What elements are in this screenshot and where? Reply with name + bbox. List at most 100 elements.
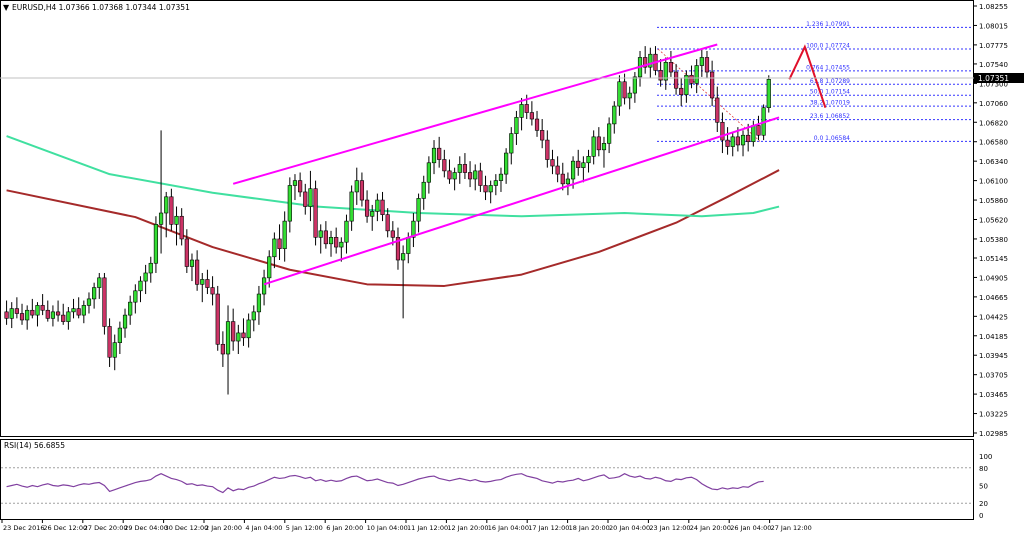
bull-candle (122, 314, 128, 329)
bear-candle (442, 159, 447, 172)
fib-level-label: 23.6 1.06852 (810, 113, 850, 120)
bear-candle (241, 332, 246, 339)
bear-candle (30, 309, 35, 316)
price-tick-label: 1.06100 (979, 178, 1008, 186)
price-tick-label: 1.05860 (979, 197, 1008, 205)
bull-candle (740, 134, 746, 146)
bull-candle (251, 311, 256, 321)
bull-candle (112, 342, 117, 358)
bull-candle (663, 62, 668, 81)
bull-candle (148, 262, 153, 274)
bull-candle (308, 188, 313, 207)
fibonacci-levels: 1.236 1.07991 100.0 1.07724 0.764 1.07455 6… (657, 21, 972, 142)
time-tick-label: 29 Dec 04:00 (124, 524, 168, 532)
time-tick-label: 27 Jan 12:00 (771, 524, 812, 532)
bull-candle (128, 301, 133, 316)
bull-candle (246, 319, 251, 339)
time-tick-label: 17 Jan 12:00 (528, 524, 569, 532)
bear-candle (622, 81, 627, 99)
bull-candle (272, 238, 277, 258)
bear-candle (205, 279, 210, 288)
price-tick-label: 1.07540 (979, 61, 1008, 69)
bear-candle (102, 277, 107, 327)
last-price-label: 1.07351 (978, 74, 1009, 83)
bear-candle (437, 147, 442, 160)
time-tick-label: 10 Jan 04:00 (367, 524, 408, 532)
bull-candle (632, 76, 637, 94)
bull-candle (488, 185, 493, 193)
bear-candle (231, 321, 236, 342)
time-tick-label: 2 Jan 20:00 (205, 524, 242, 532)
fib-trend-line (657, 48, 761, 142)
bear-candle (303, 191, 308, 207)
channel-line (263, 116, 780, 286)
bull-candle (509, 133, 514, 154)
bear-candle (534, 118, 540, 131)
bull-candle (570, 160, 576, 180)
price-tick-label: 1.08255 (979, 3, 1008, 11)
price-tick-label: 1.04665 (979, 294, 1008, 302)
time-tick-label: 23 Jan 12:00 (649, 524, 690, 532)
time-tick-label: 6 Jan 20:00 (326, 524, 363, 532)
main-panel-frame (0, 0, 974, 437)
bear-candle (715, 97, 720, 123)
bull-candle (189, 259, 195, 267)
fib-level-label: 1.236 1.07991 (806, 21, 850, 28)
bear-candle (596, 136, 601, 151)
bull-candle (349, 191, 354, 222)
bear-candle (313, 188, 318, 238)
time-tick-label: 24 Jan 20:00 (690, 524, 731, 532)
bull-candle (411, 220, 416, 238)
bear-candle (658, 70, 663, 81)
bull-candle (504, 152, 509, 175)
price-tick-label: 1.03225 (979, 411, 1008, 419)
projection-arrows (788, 44, 827, 109)
bull-candle (97, 277, 102, 288)
bear-candle (40, 305, 45, 311)
time-tick-label: 26 Dec 12:00 (43, 524, 87, 532)
time-tick-label: 27 Dec 20:00 (84, 524, 128, 532)
bear-candle (725, 139, 730, 147)
bear-candle (462, 164, 468, 173)
bear-candle (483, 185, 488, 193)
bull-candle (138, 280, 143, 292)
bear-candle (385, 214, 390, 232)
fib-level-label: 100.0 1.07724 (806, 43, 850, 50)
bull-candle (370, 211, 375, 217)
bear-candle (220, 343, 225, 355)
bear-candle (529, 112, 534, 120)
bull-candle (627, 92, 632, 99)
bear-candle (746, 134, 751, 143)
bear-candle (467, 172, 473, 180)
price-tick-label: 1.07300 (979, 80, 1008, 88)
bear-candle (323, 230, 328, 245)
bear-candle (195, 259, 200, 285)
bear-candle (76, 308, 81, 316)
bear-candle (55, 311, 61, 316)
bear-candle (107, 326, 112, 358)
bear-candle (668, 62, 674, 73)
bull-candle (318, 230, 323, 238)
bull-candle (174, 215, 179, 225)
bear-candle (359, 180, 365, 201)
bull-candle (25, 309, 30, 321)
bear-candle (756, 125, 761, 136)
fib-level-label: 50.0 1.07154 (810, 89, 850, 96)
bull-candle (344, 220, 349, 243)
bull-candle (236, 332, 241, 342)
bull-candle (133, 290, 138, 303)
bear-candle (380, 199, 385, 215)
bull-candle (452, 172, 457, 180)
bull-candle (35, 305, 40, 316)
bear-candle (524, 104, 529, 113)
price-tick-label: 1.06580 (979, 139, 1008, 147)
time-tick-label: 16 Jan 04:00 (488, 524, 529, 532)
time-tick-label: 23 Dec 2016 (3, 524, 45, 532)
bear-candle (689, 74, 694, 84)
bear-candle (298, 180, 303, 193)
bull-candle (766, 79, 771, 108)
price-tick-label: 1.02985 (979, 430, 1008, 438)
bull-candle (9, 308, 14, 319)
bull-candle (92, 287, 97, 300)
